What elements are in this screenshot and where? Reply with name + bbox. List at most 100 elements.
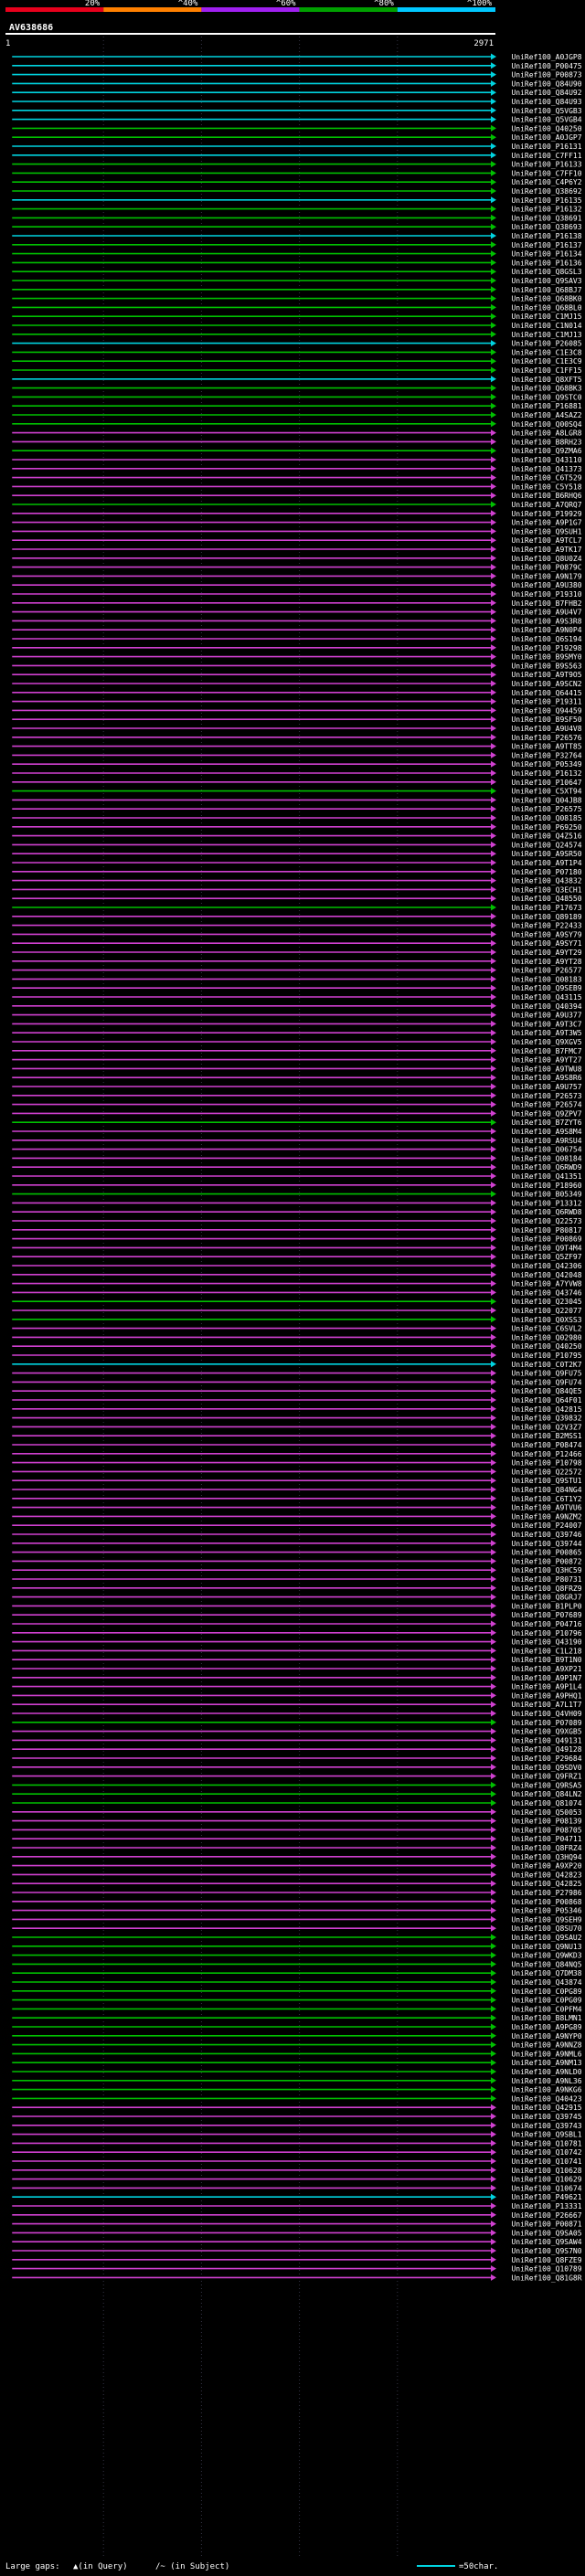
hit-label[interactable]: UniRef100_Q39744	[511, 1540, 581, 1548]
hit-row[interactable]: UniRef100_Q8FZE9	[12, 2256, 582, 2264]
hit-label[interactable]: UniRef100_A9RSU4	[511, 1137, 581, 1145]
hit-row[interactable]: UniRef100_C5XT94	[12, 788, 582, 796]
hit-row[interactable]: UniRef100_P16132	[12, 769, 582, 778]
hit-label[interactable]: UniRef100_A9NYP0	[511, 2032, 581, 2041]
hit-row[interactable]: UniRef100_P04716	[12, 1620, 582, 1628]
hit-label[interactable]: UniRef100_B9T1N0	[511, 1656, 581, 1664]
hit-row[interactable]: UniRef100_Q22572	[12, 1468, 582, 1476]
hit-row[interactable]: UniRef100_A9NZM2	[12, 1512, 582, 1521]
hit-label[interactable]: UniRef100_C6SVL2	[511, 1325, 581, 1333]
hit-label[interactable]: UniRef100_Q43832	[511, 877, 581, 885]
hit-row[interactable]: UniRef100_A9SY71	[12, 939, 582, 948]
hit-row[interactable]: UniRef100_P08139	[12, 1818, 582, 1826]
hit-row[interactable]: UniRef100_B2MSS1	[12, 1432, 582, 1440]
hit-row[interactable]: UniRef100_P07180	[12, 868, 582, 876]
hit-label[interactable]: UniRef100_Q68BK3	[511, 385, 581, 393]
hit-row[interactable]: UniRef100_P05349	[12, 760, 582, 769]
hit-row[interactable]: UniRef100_Q68BL0	[12, 303, 582, 312]
hit-label[interactable]: UniRef100_Q9SA05	[511, 2229, 581, 2237]
hit-row[interactable]: UniRef100_A9N179	[12, 572, 582, 580]
hit-label[interactable]: UniRef100_A9U380	[511, 581, 581, 589]
hit-label[interactable]: UniRef100_Q94459	[511, 706, 581, 715]
hit-row[interactable]: UniRef100_P07089	[12, 1719, 582, 1727]
hit-label[interactable]: UniRef100_Q40423	[511, 2094, 581, 2103]
hit-row[interactable]: UniRef100_A9T1P4	[12, 859, 582, 867]
hit-row[interactable]: UniRef100_P16132	[12, 206, 582, 214]
hit-label[interactable]: UniRef100_A9SY79	[511, 930, 581, 938]
hit-row[interactable]: UniRef100_P10795	[12, 1352, 582, 1360]
hit-row[interactable]: UniRef100_A9S8M4	[12, 1128, 582, 1136]
hit-row[interactable]: UniRef100_B9S563	[12, 662, 582, 670]
hit-label[interactable]: UniRef100_Q8FZE9	[511, 2256, 581, 2264]
hit-label[interactable]: UniRef100_Q49128	[511, 1745, 581, 1754]
hit-label[interactable]: UniRef100_P19311	[511, 698, 581, 706]
hit-label[interactable]: UniRef100_Q9SEB9	[511, 984, 581, 992]
hit-row[interactable]: UniRef100_C1MJ15	[12, 313, 582, 321]
hit-label[interactable]: UniRef100_Q8U0Z4	[511, 555, 581, 563]
hit-row[interactable]: UniRef100_P26085	[12, 340, 582, 348]
hit-row[interactable]: UniRef100_Q3HC59	[12, 1566, 582, 1574]
hit-row[interactable]: UniRef100_Q10781	[12, 2139, 582, 2147]
hit-row[interactable]: UniRef100_B1PLP0	[12, 1602, 582, 1610]
hit-row[interactable]: UniRef100_Q81G8R	[12, 2274, 582, 2282]
hit-label[interactable]: UniRef100_Q9S7N0	[511, 2247, 581, 2255]
hit-row[interactable]: UniRef100_C7FF11	[12, 152, 582, 160]
hit-row[interactable]: UniRef100_C6T529	[12, 474, 582, 482]
hit-label[interactable]: UniRef100_A9SY71	[511, 939, 581, 948]
hit-row[interactable]: UniRef100_Q9STC0	[12, 393, 582, 401]
hit-row[interactable]: UniRef100_Q9SUH1	[12, 527, 582, 535]
hit-row[interactable]: UniRef100_A0JGP8	[12, 53, 582, 61]
hit-row[interactable]: UniRef100_Q9T4M4	[12, 1244, 582, 1252]
hit-row[interactable]: UniRef100_P00865	[12, 1549, 582, 1557]
hit-row[interactable]: UniRef100_Q6RWD8	[12, 1208, 582, 1216]
hit-row[interactable]: UniRef100_A7QRQ7	[12, 501, 582, 509]
hit-label[interactable]: UniRef100_Q68BK0	[511, 295, 581, 303]
hit-row[interactable]: UniRef100_A8LGR8	[12, 429, 582, 438]
hit-label[interactable]: UniRef100_Q3HC59	[511, 1566, 581, 1574]
hit-row[interactable]: UniRef100_A9NNZ8	[12, 2041, 582, 2050]
hit-row[interactable]: UniRef100_Q49131	[12, 1736, 582, 1744]
hit-row[interactable]: UniRef100_Q8U0Z4	[12, 555, 582, 563]
hit-row[interactable]: UniRef100_A7YVW8	[12, 1280, 582, 1288]
hit-label[interactable]: UniRef100_Q64415	[511, 689, 581, 697]
hit-label[interactable]: UniRef100_Q08185	[511, 814, 581, 822]
hit-label[interactable]: UniRef100_A9SCN2	[511, 680, 581, 688]
hit-label[interactable]: UniRef100_Q8SU70	[511, 1924, 581, 1933]
hit-row[interactable]: UniRef100_Q94459	[12, 706, 582, 715]
hit-row[interactable]: UniRef100_Q08183	[12, 975, 582, 983]
hit-label[interactable]: UniRef100_Q42048	[511, 1271, 581, 1279]
hit-label[interactable]: UniRef100_Q9FRZ1	[511, 1773, 581, 1781]
hit-row[interactable]: UniRef100_Q9XGB5	[12, 1728, 582, 1736]
hit-label[interactable]: UniRef100_A7QRQ7	[511, 501, 581, 509]
hit-label[interactable]: UniRef100_P04711	[511, 1835, 581, 1843]
hit-label[interactable]: UniRef100_P05349	[511, 760, 581, 769]
hit-row[interactable]: UniRef100_Q43746	[12, 1288, 582, 1297]
hit-row[interactable]: UniRef100_P00869	[12, 1235, 582, 1244]
hit-label[interactable]: UniRef100_Q42825	[511, 1880, 581, 1888]
hit-row[interactable]: UniRef100_A9P1L4	[12, 1683, 582, 1691]
hit-label[interactable]: UniRef100_B7FHB2	[511, 599, 581, 608]
hit-label[interactable]: UniRef100_A9T3C7	[511, 1020, 581, 1028]
hit-label[interactable]: UniRef100_P19310	[511, 590, 581, 599]
hit-row[interactable]: UniRef100_Q39745	[12, 2113, 582, 2121]
hit-row[interactable]: UniRef100_Q3ECH1	[12, 885, 582, 894]
hit-label[interactable]: UniRef100_Q8XFT5	[511, 376, 581, 384]
hit-row[interactable]: UniRef100_P12466	[12, 1450, 582, 1458]
hit-label[interactable]: UniRef100_Q9XGB5	[511, 1728, 581, 1736]
hit-label[interactable]: UniRef100_Q42815	[511, 1405, 581, 1414]
hit-row[interactable]: UniRef100_Q43190	[12, 1638, 582, 1647]
hit-row[interactable]: UniRef100_C0PG89	[12, 1988, 582, 1996]
hit-row[interactable]: UniRef100_A9YT28	[12, 958, 582, 966]
hit-label[interactable]: UniRef100_P16138	[511, 232, 581, 240]
hit-row[interactable]: UniRef100_Q08184	[12, 1154, 582, 1162]
hit-label[interactable]: UniRef100_P26574	[511, 1101, 581, 1109]
hit-label[interactable]: UniRef100_A9S8R6	[511, 1074, 581, 1082]
hit-label[interactable]: UniRef100_P00865	[511, 1549, 581, 1557]
hit-row[interactable]: UniRef100_A9NKG6	[12, 2086, 582, 2094]
hit-label[interactable]: UniRef100_P26575	[511, 805, 581, 813]
hit-label[interactable]: UniRef100_Q9ZPV7	[511, 1109, 581, 1118]
hit-row[interactable]: UniRef100_Q40250	[12, 1342, 582, 1351]
hit-label[interactable]: UniRef100_Q84NQ5	[511, 1960, 581, 1968]
hit-row[interactable]: UniRef100_P22433	[12, 922, 582, 930]
hit-label[interactable]: UniRef100_B2MSS1	[511, 1432, 581, 1440]
